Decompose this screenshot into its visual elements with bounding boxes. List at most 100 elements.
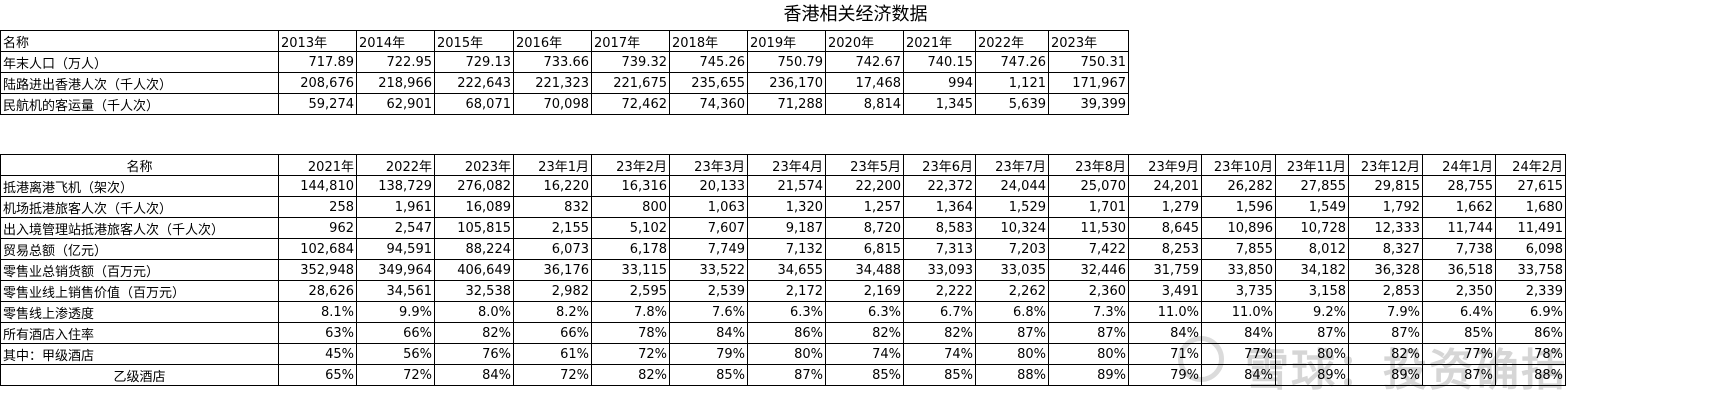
value-cell: 7.6% — [669, 301, 748, 323]
value-cell: 9.2% — [1275, 301, 1349, 323]
value-cell: 72% — [356, 364, 435, 386]
value-cell: 20,133 — [669, 175, 748, 197]
table-header-row: 名称 2021年 2022年 2023年 23年1月 23年2月 23年3月 23年4月 23年… — [0, 154, 1566, 176]
value-cell: 89% — [1275, 364, 1349, 386]
value-cell: 349,964 — [356, 259, 435, 281]
value-cell: 11.0% — [1128, 301, 1202, 323]
value-cell: 406,649 — [434, 259, 514, 281]
value-cell: 85% — [825, 364, 904, 386]
header-period-cell: 23年12月 — [1348, 154, 1423, 176]
value-cell: 5,102 — [591, 217, 670, 239]
value-cell: 63% — [278, 322, 357, 344]
value-cell: 144,810 — [278, 175, 357, 197]
value-cell: 84% — [1128, 322, 1202, 344]
row-label-cell: 贸易总额（亿元） — [0, 238, 279, 260]
value-cell: 6.8% — [975, 301, 1049, 323]
value-cell: 89% — [1048, 364, 1129, 386]
hk-annual-table: 名称 2013年 2014年 2015年 2016年 2017年 2018年 2019年 202… — [0, 30, 1129, 115]
value-cell: 39,399 — [1048, 93, 1129, 115]
value-cell: 2,350 — [1422, 280, 1496, 302]
value-cell: 10,728 — [1275, 217, 1349, 239]
value-cell: 88,224 — [434, 238, 514, 260]
watermark: 雪球：投资确括 — [1245, 345, 1567, 396]
value-cell: 33,035 — [975, 259, 1049, 281]
value-cell: 722.95 — [356, 51, 435, 73]
header-period-cell: 2022年 — [356, 154, 435, 176]
value-cell: 88% — [975, 364, 1049, 386]
value-cell: 87% — [975, 322, 1049, 344]
value-cell: 7,749 — [669, 238, 748, 260]
value-cell: 59,274 — [278, 93, 357, 115]
value-cell: 12,333 — [1348, 217, 1423, 239]
value-cell: 3,158 — [1275, 280, 1349, 302]
value-cell: 82% — [825, 322, 904, 344]
header-period-cell: 23年7月 — [975, 154, 1049, 176]
value-cell: 1,345 — [903, 93, 976, 115]
page-title: 香港相关经济数据 — [783, 4, 928, 25]
header-period-cell: 23年3月 — [669, 154, 748, 176]
value-cell: 10,896 — [1201, 217, 1276, 239]
value-cell: 8,720 — [825, 217, 904, 239]
header-period-cell: 2021年 — [278, 154, 357, 176]
value-cell: 208,676 — [278, 72, 357, 94]
value-cell: 62,901 — [356, 93, 435, 115]
value-cell: 80% — [747, 343, 826, 365]
value-cell: 1,257 — [825, 196, 904, 218]
value-cell: 1,063 — [669, 196, 748, 218]
value-cell: 6.9% — [1495, 301, 1566, 323]
value-cell: 88% — [1495, 364, 1566, 386]
value-cell: 745.26 — [669, 51, 748, 73]
value-cell: 87% — [1048, 322, 1129, 344]
value-cell: 222,643 — [434, 72, 514, 94]
value-cell: 84% — [434, 364, 514, 386]
value-cell: 105,815 — [434, 217, 514, 239]
table-row: 抵港离港飞机（架次） 144,810 138,729 276,082 16,220 16,… — [0, 175, 1566, 197]
table-row: 年末人口（万人） 717.89 722.95 729.13 733.66 739.32 74… — [0, 51, 1129, 73]
value-cell: 76% — [434, 343, 514, 365]
value-cell: 5,639 — [975, 93, 1049, 115]
value-cell: 7,607 — [669, 217, 748, 239]
value-cell: 89% — [1348, 364, 1423, 386]
value-cell: 34,488 — [825, 259, 904, 281]
value-cell: 221,675 — [591, 72, 670, 94]
value-cell: 16,220 — [513, 175, 592, 197]
value-cell: 1,792 — [1348, 196, 1423, 218]
value-cell: 138,729 — [356, 175, 435, 197]
value-cell: 1,529 — [975, 196, 1049, 218]
header-period-cell: 2023年 — [1048, 30, 1129, 52]
value-cell: 66% — [356, 322, 435, 344]
value-cell: 27,855 — [1275, 175, 1349, 197]
value-cell: 352,948 — [278, 259, 357, 281]
value-cell: 68,071 — [434, 93, 514, 115]
value-cell: 45% — [278, 343, 357, 365]
value-cell: 61% — [513, 343, 592, 365]
value-cell: 258 — [278, 196, 357, 218]
value-cell: 8,012 — [1275, 238, 1349, 260]
value-cell: 82% — [903, 322, 976, 344]
row-label-cell: 民航机的客运量（千人次） — [0, 93, 279, 115]
value-cell: 7,313 — [903, 238, 976, 260]
value-cell: 8.1% — [278, 301, 357, 323]
value-cell: 2,155 — [513, 217, 592, 239]
value-cell: 28,755 — [1422, 175, 1496, 197]
value-cell: 740.15 — [903, 51, 976, 73]
value-cell: 2,539 — [669, 280, 748, 302]
value-cell: 66% — [513, 322, 592, 344]
header-period-cell: 23年9月 — [1128, 154, 1202, 176]
header-period-cell: 23年2月 — [591, 154, 670, 176]
value-cell: 750.79 — [747, 51, 826, 73]
value-cell: 3,735 — [1201, 280, 1276, 302]
value-cell: 72,462 — [591, 93, 670, 115]
value-cell: 11,530 — [1048, 217, 1129, 239]
value-cell: 8,645 — [1128, 217, 1202, 239]
value-cell: 87% — [1422, 364, 1496, 386]
value-cell: 85% — [669, 364, 748, 386]
table-row: 所有酒店入住率 63% 66% 82% 66% 78% 84% 86% 82% 82% 87% 87%… — [0, 322, 1566, 344]
header-period-cell: 2018年 — [669, 30, 748, 52]
value-cell: 729.13 — [434, 51, 514, 73]
value-cell: 2,595 — [591, 280, 670, 302]
header-name-cell: 名称 — [0, 30, 279, 52]
value-cell: 7,422 — [1048, 238, 1129, 260]
header-period-cell: 23年5月 — [825, 154, 904, 176]
value-cell: 218,966 — [356, 72, 435, 94]
